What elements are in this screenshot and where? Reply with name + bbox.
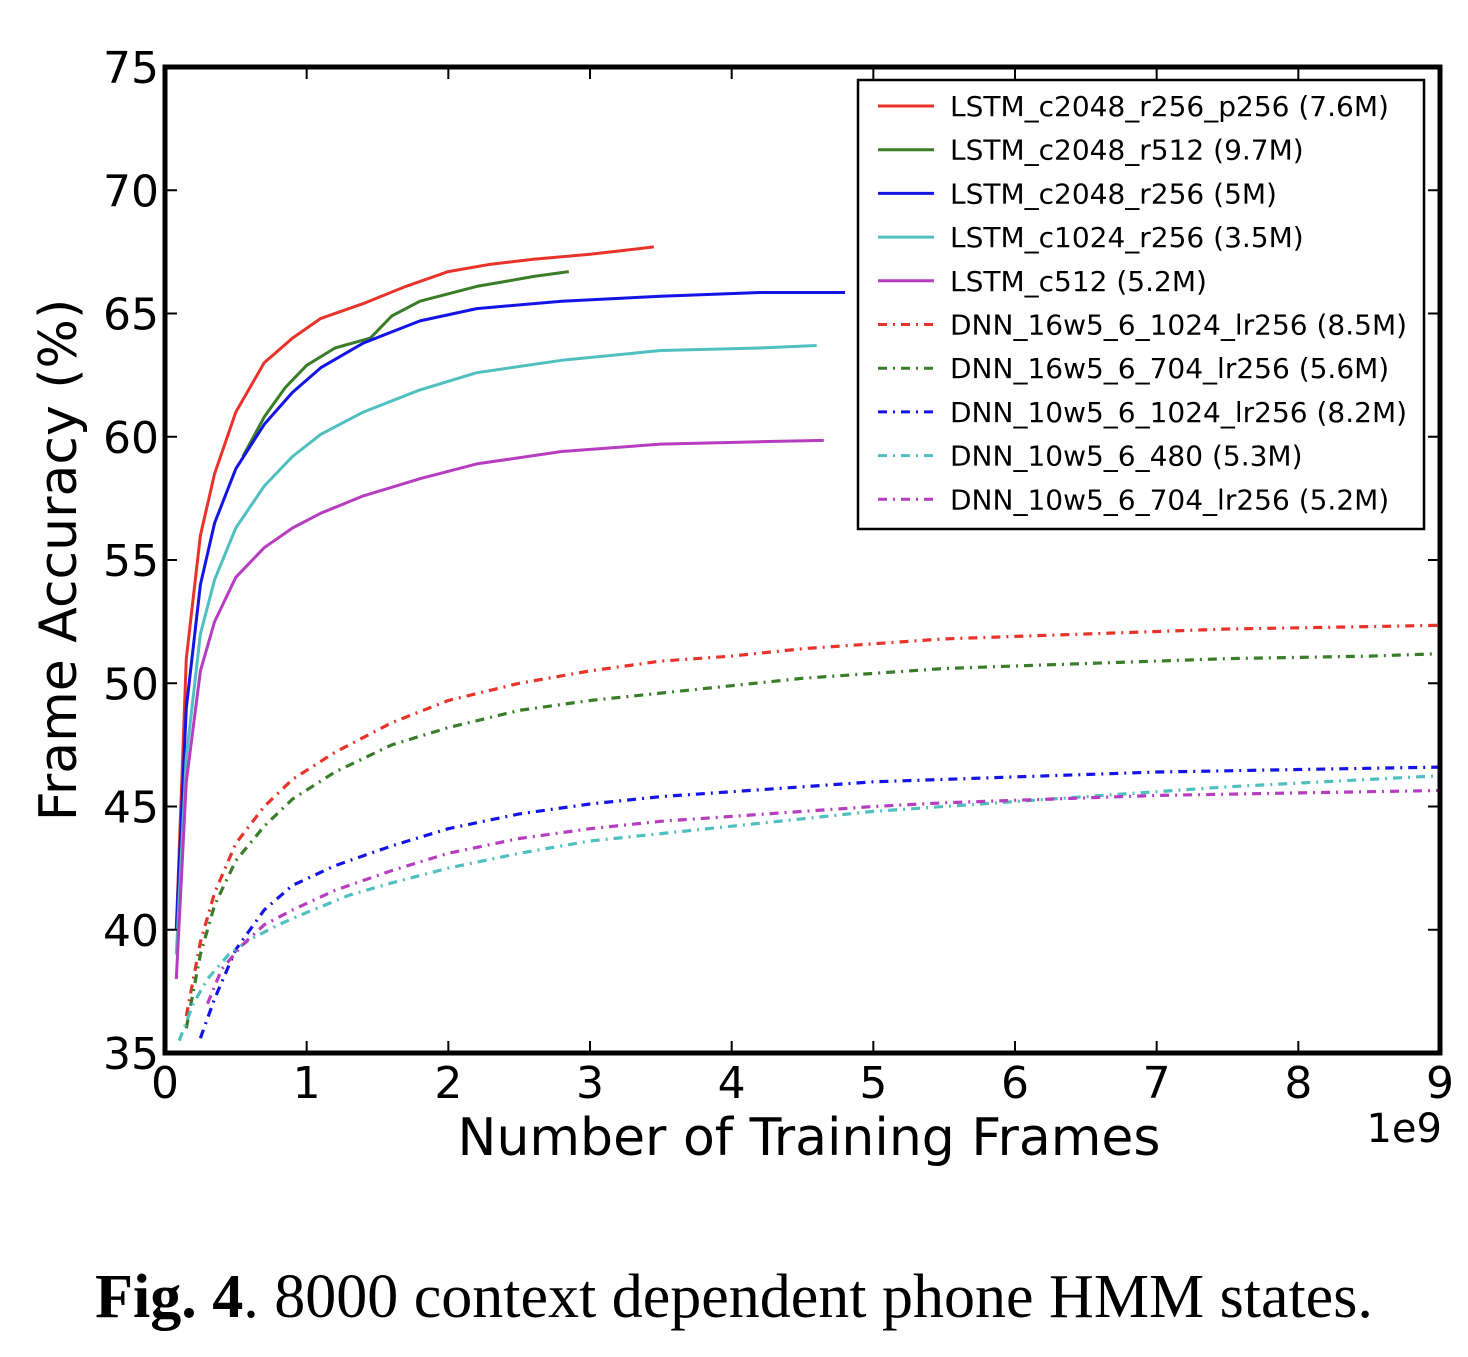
x-tick-label: 9 <box>1426 1058 1454 1109</box>
series-line-2 <box>241 270 570 458</box>
caption-text: . 8000 context dependent phone HMM state… <box>243 1263 1373 1331</box>
series-line-1 <box>174 245 654 930</box>
x-axis-scale-label: 1e9 <box>1366 1106 1442 1152</box>
figure-caption: Fig. 4. 8000 context dependent phone HMM… <box>0 1262 1468 1333</box>
legend-label: LSTM_c512 (5.2M) <box>950 265 1207 298</box>
y-tick-label: 60 <box>103 413 159 464</box>
x-tick-label: 3 <box>576 1058 604 1109</box>
legend-label: DNN_10w5_6_1024_lr256 (8.2M) <box>950 396 1407 429</box>
series-line-9 <box>177 774 1440 1042</box>
x-tick-label: 1 <box>293 1058 321 1109</box>
legend-label: LSTM_c1024_r256 (3.5M) <box>950 221 1304 254</box>
series-line-10 <box>206 788 1440 1005</box>
series-line-5 <box>174 438 824 980</box>
legend-label: DNN_16w5_6_1024_lr256 (8.5M) <box>950 309 1407 342</box>
y-tick-label: 65 <box>103 290 159 341</box>
y-axis-label: Frame Accuracy (%) <box>29 299 89 821</box>
y-tick-label: 40 <box>103 906 159 957</box>
series-line-8 <box>198 765 1440 1039</box>
x-tick-label: 2 <box>434 1058 462 1109</box>
x-tick-label: 8 <box>1284 1058 1312 1109</box>
y-tick-label: 35 <box>103 1029 159 1080</box>
x-tick-label: 4 <box>718 1058 746 1109</box>
x-tick-label: 0 <box>151 1058 179 1109</box>
legend-label: LSTM_c2048_r512 (9.7M) <box>950 134 1304 167</box>
figure-number: Fig. 4 <box>95 1263 244 1331</box>
series-line-6 <box>184 623 1440 1017</box>
legend-label: DNN_10w5_6_480 (5.3M) <box>950 440 1303 473</box>
legend: LSTM_c2048_r256_p256 (7.6M) LSTM_c2048_r5… <box>856 78 1426 531</box>
x-tick-label: 6 <box>1001 1058 1029 1109</box>
y-tick-label: 45 <box>103 783 159 834</box>
legend-label: LSTM_c2048_r256_p256 (7.6M) <box>950 90 1389 123</box>
y-tick-label: 70 <box>103 166 159 217</box>
series-line-3 <box>174 291 845 930</box>
legend-label: DNN_10w5_6_704_lr256 (5.2M) <box>950 483 1389 516</box>
x-axis-label: Number of Training Frames <box>458 1108 1161 1168</box>
legend-box <box>856 78 1426 531</box>
legend-label: LSTM_c2048_r256 (5M) <box>950 177 1277 210</box>
legend-label: DNN_16w5_6_704_lr256 (5.6M) <box>950 352 1389 385</box>
x-tick-label: 5 <box>859 1058 887 1109</box>
series-line-7 <box>184 652 1440 1029</box>
y-tick-label: 75 <box>103 43 159 94</box>
y-tick-label: 50 <box>103 659 159 710</box>
series-layer <box>174 245 1440 1042</box>
series-line-4 <box>174 344 817 955</box>
x-tick-label: 7 <box>1143 1058 1171 1109</box>
y-tick-label: 55 <box>103 536 159 587</box>
